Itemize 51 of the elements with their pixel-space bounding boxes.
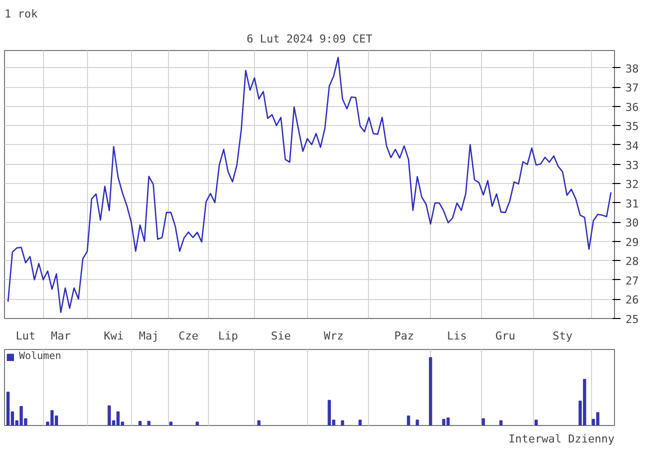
- bar: [358, 420, 362, 426]
- bar: [428, 357, 432, 426]
- y-tick-label: 33: [626, 158, 639, 172]
- bar: [499, 420, 503, 426]
- bar: [6, 392, 10, 426]
- x-tick-label: Gru: [495, 330, 516, 342]
- x-tick-label: Mar: [50, 330, 72, 342]
- y-tick-label: 38: [626, 62, 639, 76]
- text: Interwal Dzienny: [508, 432, 615, 446]
- y-tick-label: 28: [626, 255, 639, 268]
- line-series: [7, 56, 612, 313]
- y-tick-label: 36: [626, 100, 639, 114]
- bar: [116, 411, 120, 426]
- bar: [582, 378, 586, 426]
- x-tick-label: Lis: [447, 330, 467, 342]
- bar: [406, 416, 410, 426]
- y-tick-label: 25: [626, 313, 639, 326]
- chart-subtitle: 6 Lut 2024 9:09 CET: [246, 32, 373, 46]
- bar: [138, 420, 142, 426]
- bar: [196, 422, 199, 426]
- x-tick-label: Lut: [16, 330, 36, 342]
- bar: [257, 420, 260, 426]
- x-tick-label: Paz: [394, 330, 414, 342]
- x-tick-label: Sie: [270, 330, 291, 342]
- legend-label: Wolumen: [19, 351, 62, 362]
- y-tick-label: 31: [626, 197, 639, 210]
- bar: [108, 405, 111, 426]
- bar: [147, 420, 150, 426]
- x-tick-label: Maj: [138, 330, 159, 342]
- y-tick-label: 27: [626, 274, 639, 288]
- x-tick-label: Sty: [552, 330, 573, 342]
- y-tick-label: 30: [626, 216, 639, 230]
- y-tick-label: 26: [626, 294, 639, 307]
- x-tick-label: Lip: [218, 330, 238, 342]
- y-tick-label: 37: [626, 82, 639, 95]
- bar: [442, 418, 446, 426]
- x-tick-label: Kwi: [104, 330, 124, 342]
- bar: [596, 412, 600, 426]
- bar: [340, 420, 344, 426]
- bar: [534, 420, 538, 426]
- x-tick-label: Cze: [178, 330, 198, 342]
- x-tick-label: Wrz: [324, 330, 344, 342]
- bar: [169, 422, 172, 426]
- y-tick-label: 29: [626, 236, 639, 249]
- bar: [50, 410, 54, 426]
- y-tick-label: 34: [626, 139, 640, 152]
- y-tick-label: 32: [626, 178, 639, 192]
- y-tick-label: 35: [626, 120, 639, 134]
- bar: [482, 418, 485, 426]
- chart-title: 1 rok: [4, 8, 38, 20]
- bar: [416, 420, 419, 426]
